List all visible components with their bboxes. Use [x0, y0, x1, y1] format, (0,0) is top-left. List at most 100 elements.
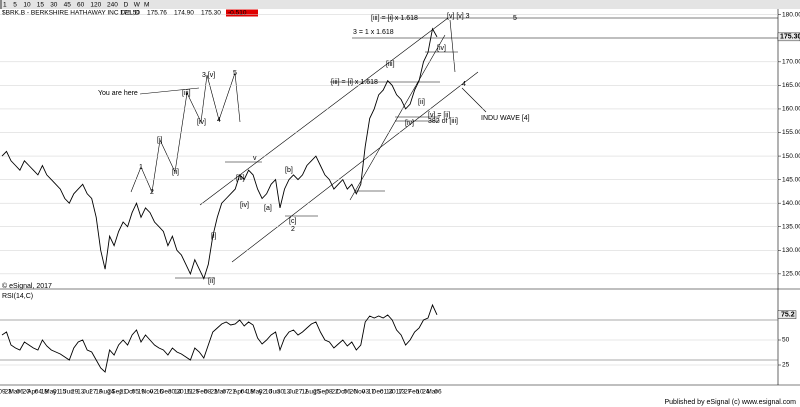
x-tick-label: 24	[107, 389, 115, 396]
wave-label: INDU WAVE [4]	[481, 115, 530, 122]
arrow-line	[139, 87, 200, 95]
x-tick-label: 04	[35, 389, 43, 396]
wave-label: [v] = [ii]	[428, 112, 450, 119]
x-tick-label: Mar	[214, 389, 226, 396]
interval-button[interactable]: 1	[3, 2, 7, 9]
x-tick-label: 23	[4, 389, 12, 396]
wave-label: [c]	[289, 218, 296, 225]
x-tick-label: Aug	[99, 389, 111, 396]
wave-label: [iii]	[182, 90, 191, 97]
x-tick-label: 20	[350, 389, 358, 396]
copyright: © eSignal, 2017	[2, 282, 52, 290]
wave-label: 5	[513, 15, 517, 22]
interval-button[interactable]: 10	[23, 2, 31, 9]
interval-button[interactable]: 5	[13, 2, 17, 9]
y-tick-label: 125.00	[782, 271, 800, 278]
quote-value: 175.76	[147, 10, 167, 17]
x-tick-label: Nov	[353, 389, 365, 396]
interval-button[interactable]: W	[134, 2, 141, 9]
wave-label: [iv]	[240, 202, 249, 209]
x-tick-label: Oct	[124, 389, 134, 396]
wave-label: [v] [v] 3	[447, 13, 470, 20]
x-tick-label: 05	[132, 389, 140, 396]
x-tick-label: Nov	[142, 389, 154, 396]
interval-button[interactable]: 45	[64, 2, 72, 9]
channel-bottom	[231, 71, 479, 263]
x-tick-label: 16	[265, 389, 273, 396]
wave-label: 3 [v]	[202, 72, 215, 79]
x-tick-label: 21	[119, 389, 127, 396]
y-tick-label: 180.00	[782, 11, 800, 18]
y-tick-label: 25	[782, 362, 790, 369]
x-tick-label: 30	[277, 389, 285, 396]
wave-label: [ii]	[172, 169, 179, 176]
interval-button[interactable]: 60	[77, 2, 85, 9]
symbol: $BRK.B - BERKSHIRE HATHAWAY INC DEL,D	[2, 10, 140, 17]
arrow-line	[461, 87, 487, 113]
x-tick-label: Sep	[111, 389, 123, 396]
x-tick-label: Dec	[160, 389, 172, 396]
time-axis: 0923Mar0620Apr0418May0115Jun2913Jul2710A…	[0, 389, 442, 396]
x-tick-label: 06	[17, 389, 25, 396]
channel-inner	[349, 34, 446, 201]
interval-button[interactable]: 240	[107, 2, 118, 9]
wave-label: 5	[233, 70, 237, 77]
x-tick-label: May	[250, 389, 263, 396]
x-tick-label: 03	[362, 389, 370, 396]
x-tick-label: 13	[77, 389, 85, 396]
x-tick-label: 25	[192, 389, 200, 396]
x-tick-label: Feb	[408, 389, 420, 396]
projection-line	[449, 19, 456, 73]
x-tick-label: 10	[416, 389, 424, 396]
interval-button[interactable]: D	[124, 2, 129, 9]
x-tick-label: 14	[386, 389, 394, 396]
x-tick-label: 11	[301, 389, 308, 396]
x-tick-label: 20	[23, 389, 31, 396]
x-tick-label: 30	[168, 389, 176, 396]
footer: Published by eSignal (c) www.esignal.com	[664, 399, 796, 406]
x-tick-label: 27	[295, 389, 303, 396]
x-tick-label: Feb	[196, 389, 208, 396]
x-tick-label: 18	[41, 389, 49, 396]
last-price-label: 175.30	[780, 34, 800, 41]
wave-label: [iii]	[386, 61, 395, 68]
series-line	[1, 303, 438, 373]
wave-label: [iii] = [i] x 1.618	[331, 79, 378, 86]
x-tick-label: 02	[259, 389, 267, 396]
x-tick-label: 22	[210, 389, 218, 396]
toolbar-edge	[0, 0, 2, 9]
interval-button[interactable]: M	[144, 2, 149, 9]
y-tick-label: 170.00	[782, 59, 800, 66]
x-tick-label: Apr	[233, 389, 244, 396]
last-price-box	[777, 32, 800, 42]
x-tick-label: Jun	[269, 389, 280, 396]
x-tick-label: 2017	[388, 389, 403, 396]
interval-button[interactable]: 15	[37, 2, 45, 9]
wave-label: [b]	[285, 167, 293, 174]
interval-button[interactable]: 30	[50, 2, 58, 9]
channel-top	[199, 17, 449, 206]
interval-button[interactable]: 120	[90, 2, 101, 9]
x-tick-label: 08	[325, 389, 333, 396]
x-tick-label: 15	[59, 389, 67, 396]
wave-label: [i]	[211, 233, 217, 240]
x-tick-label: 08	[204, 389, 212, 396]
x-tick-label: 25	[313, 389, 321, 396]
x-tick-label: 21	[228, 389, 236, 396]
x-tick-label: 02	[150, 389, 158, 396]
x-tick-label: Oct	[336, 389, 346, 396]
wave-label: 2	[150, 189, 154, 196]
x-tick-label: Jul	[289, 389, 298, 396]
y-tick-label: 145.00	[782, 176, 800, 183]
quote-value: 174.90	[174, 10, 194, 17]
x-tick-label: Aug	[305, 389, 317, 396]
x-tick-label: 24	[422, 389, 430, 396]
x-tick-label: 06	[434, 389, 442, 396]
x-tick-label: 17	[368, 389, 376, 396]
x-tick-label: 29	[71, 389, 79, 396]
x-tick-label: 27	[89, 389, 97, 396]
projection-zigzag	[130, 72, 241, 194]
x-tick-label: Apr	[27, 389, 38, 396]
x-tick-label: 14	[174, 389, 182, 396]
